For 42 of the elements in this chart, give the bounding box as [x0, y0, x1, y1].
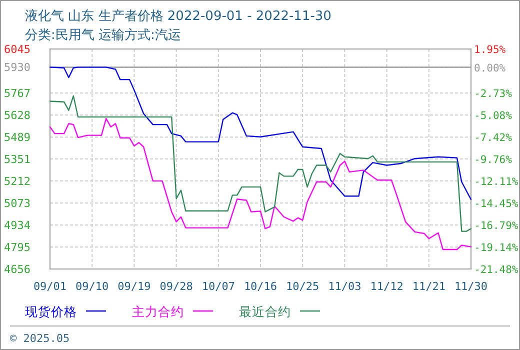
- x-tick-label: 10/16: [244, 280, 278, 293]
- text: © 2025.05: [10, 332, 70, 345]
- y-tick-label: 4934: [4, 218, 31, 232]
- x-tick-label: 09/01: [33, 280, 67, 293]
- y2-tick-label: 0.00%: [474, 62, 506, 74]
- y2-tick-label: -2.73%: [474, 88, 513, 100]
- x-tick-label: 11/12: [370, 280, 404, 293]
- line-series: [49, 95, 472, 232]
- line-series: [49, 66, 472, 200]
- y-tick-label: 6045: [4, 43, 30, 56]
- y2-tick-label: -16.79%: [474, 220, 519, 232]
- x-tick-label: 10/25: [286, 280, 320, 293]
- y-tick-label: 4656: [4, 263, 30, 276]
- x-tick-label: 10/07: [202, 280, 235, 293]
- y2-tick-label: -19.14%: [474, 242, 519, 254]
- line-series: [49, 118, 472, 250]
- y-tick-label: 5628: [4, 109, 30, 122]
- y2-tick-label: -7.42%: [474, 132, 513, 144]
- y2-tick-label: -9.76%: [474, 154, 513, 166]
- y2-tick-label: -14.45%: [474, 198, 519, 210]
- x-tick-label: 09/28: [160, 280, 193, 293]
- y-tick-label: 5212: [4, 174, 30, 188]
- x-tick-label: 11/03: [328, 280, 362, 293]
- chart-title: 液化气 山东 生产者价格 2022-09-01 - 2022-11-30: [25, 9, 332, 24]
- legend-label: 现货价格: [25, 304, 77, 319]
- y2-tick-label: -12.11%: [474, 176, 519, 188]
- x-tick-label: 11/30: [454, 280, 488, 293]
- y-tick-label: 5351: [4, 152, 30, 166]
- chart-subtitle: 分类:民用气 运输方式:汽运: [25, 27, 181, 43]
- legend-label: 主力合约: [132, 304, 184, 319]
- y-tick-label: 4795: [4, 240, 30, 254]
- y2-tick-label: -5.08%: [474, 110, 513, 122]
- x-tick-label: 09/19: [118, 280, 151, 293]
- y2-tick-label: -21.48%: [474, 264, 519, 276]
- y2-tick-label: 1.95%: [474, 44, 506, 56]
- x-tick-label: 11/21: [412, 280, 446, 293]
- y-tick-label: 5930: [4, 61, 30, 74]
- legend-label: 最近合约: [239, 304, 291, 319]
- y-tick-label: 5767: [4, 87, 30, 100]
- x-tick-label: 09/10: [76, 280, 109, 293]
- y-tick-label: 5489: [4, 131, 30, 144]
- y-tick-label: 5073: [4, 196, 30, 210]
